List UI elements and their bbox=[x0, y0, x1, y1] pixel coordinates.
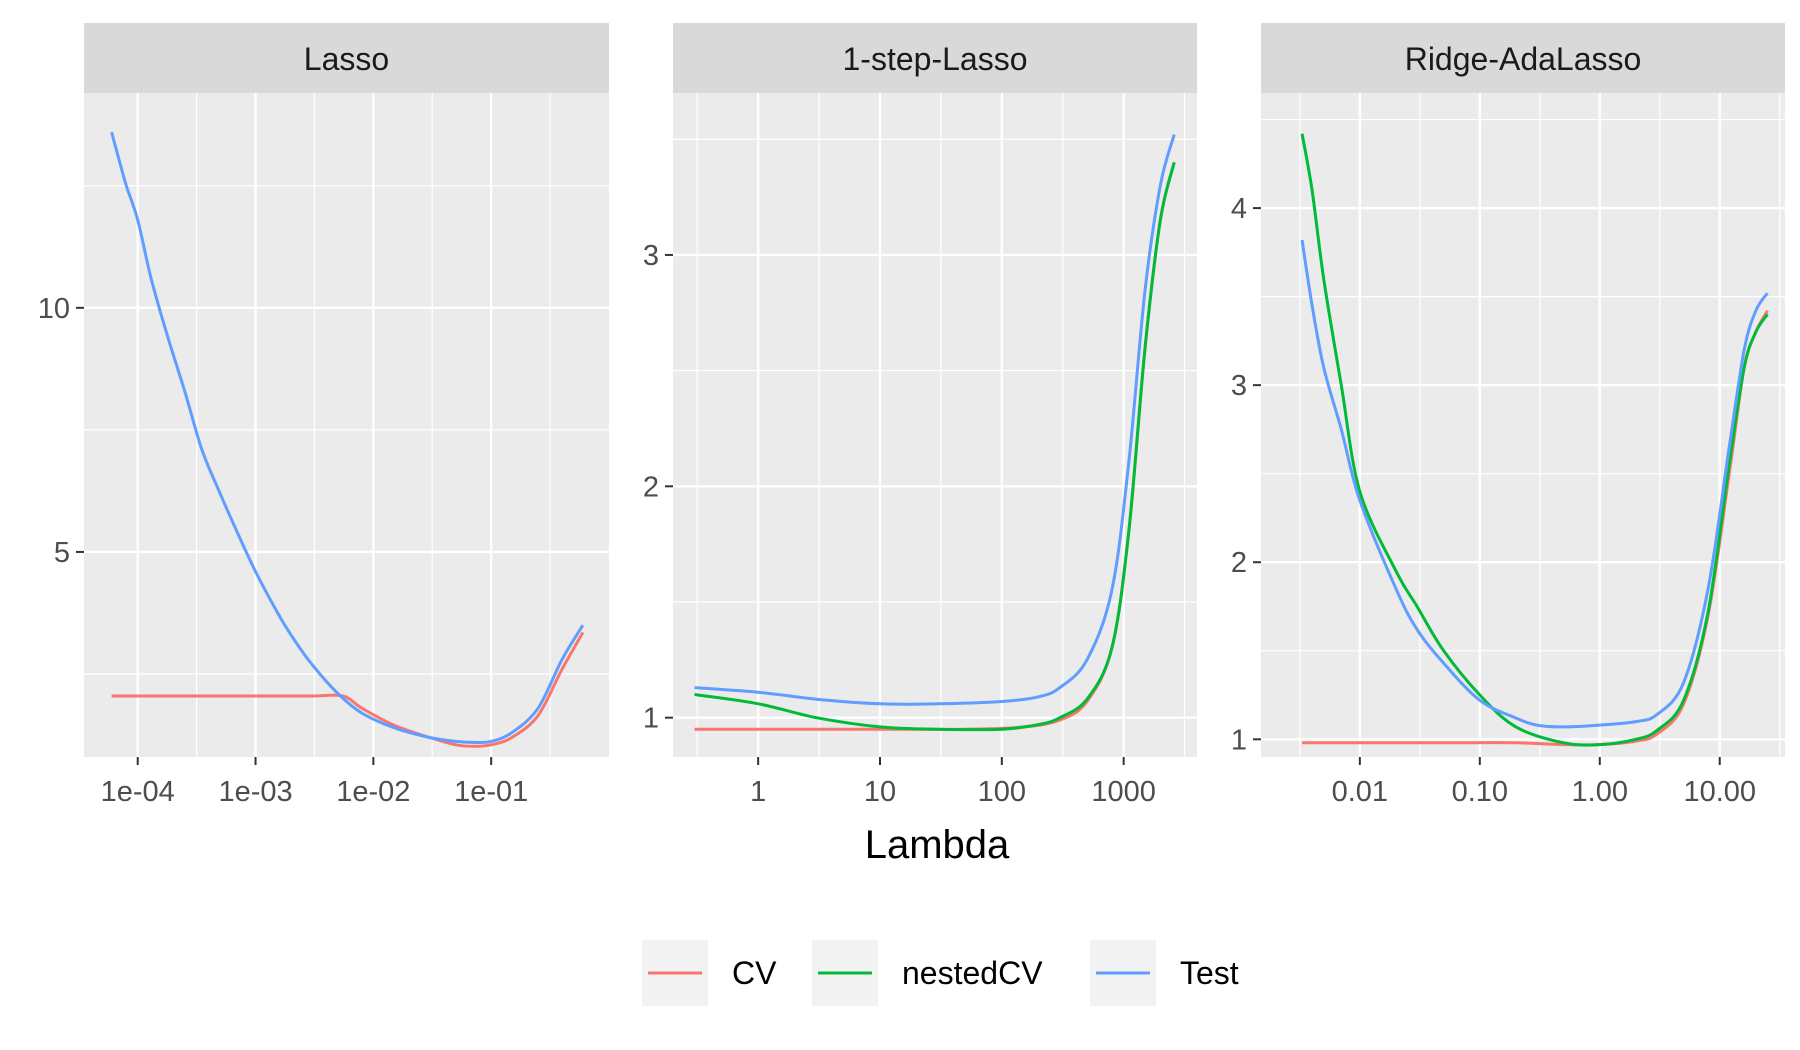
panel-strip bbox=[1261, 23, 1785, 93]
x-tick-label: 0.01 bbox=[1332, 776, 1388, 808]
legend-label: CV bbox=[732, 955, 777, 991]
x-tick-label: 0.10 bbox=[1452, 776, 1508, 808]
y-tick-label: 10 bbox=[38, 293, 70, 325]
series-line-nestedcv bbox=[1300, 133, 1769, 747]
panel-2: 1-step-Lasso 1 2 3 1 10 100 1000 bbox=[643, 23, 1197, 808]
panel-title: Lasso bbox=[304, 41, 389, 77]
y-tick-label: 2 bbox=[1231, 547, 1247, 579]
panel-background bbox=[84, 93, 609, 757]
y-tick-label: 3 bbox=[643, 240, 659, 272]
x-tick-label: 1e-04 bbox=[101, 776, 175, 808]
panel-series-group bbox=[1300, 133, 1769, 747]
panel-series-group bbox=[694, 134, 1176, 732]
x-tick-label: 1e-03 bbox=[218, 776, 292, 808]
series-line-test bbox=[1300, 239, 1769, 729]
y-tick-label: 1 bbox=[1231, 724, 1247, 756]
panel-series-group bbox=[110, 131, 585, 748]
y-tick-label: 1 bbox=[643, 703, 659, 735]
panel-1: Lasso 5 10 1e-04 1e-03 1e-02 1e-01 bbox=[38, 23, 609, 808]
y-tick-label: 5 bbox=[54, 537, 70, 569]
x-tick-label: 1000 bbox=[1091, 776, 1156, 808]
panel-background bbox=[673, 93, 1197, 757]
legend: CV nestedCV Test bbox=[642, 940, 1239, 1006]
series-line-nestedcv bbox=[694, 162, 1176, 732]
y-tick-label: 4 bbox=[1231, 193, 1247, 225]
legend-item-test: Test bbox=[1090, 940, 1239, 1006]
x-tick-label: 1 bbox=[750, 776, 766, 808]
legend-item-nestedcv: nestedCV bbox=[812, 940, 1043, 1006]
legend-item-cv: CV bbox=[642, 940, 777, 1006]
legend-label: nestedCV bbox=[902, 955, 1043, 991]
x-tick-label: 1e-02 bbox=[336, 776, 410, 808]
x-tick-label: 1e-01 bbox=[454, 776, 528, 808]
y-tick-label: 2 bbox=[643, 471, 659, 503]
series-line-test bbox=[110, 131, 585, 745]
x-tick-label: 1.00 bbox=[1572, 776, 1628, 808]
series-line-test bbox=[694, 134, 1176, 706]
panel-3: Ridge-AdaLasso 1 2 3 4 0.01 0.10 1.00 10.00 bbox=[1231, 23, 1785, 808]
panel-title: 1-step-Lasso bbox=[843, 41, 1028, 77]
panel-strip bbox=[84, 23, 609, 93]
x-tick-label: 10.00 bbox=[1683, 776, 1756, 808]
x-tick-label: 10 bbox=[864, 776, 896, 808]
x-tick-label: 100 bbox=[978, 776, 1026, 808]
y-tick-label: 3 bbox=[1231, 370, 1247, 402]
legend-label: Test bbox=[1180, 955, 1239, 991]
x-axis-title: Lambda bbox=[865, 823, 1010, 867]
panel-strip bbox=[673, 23, 1197, 93]
panel-title: Ridge-AdaLasso bbox=[1405, 41, 1642, 77]
